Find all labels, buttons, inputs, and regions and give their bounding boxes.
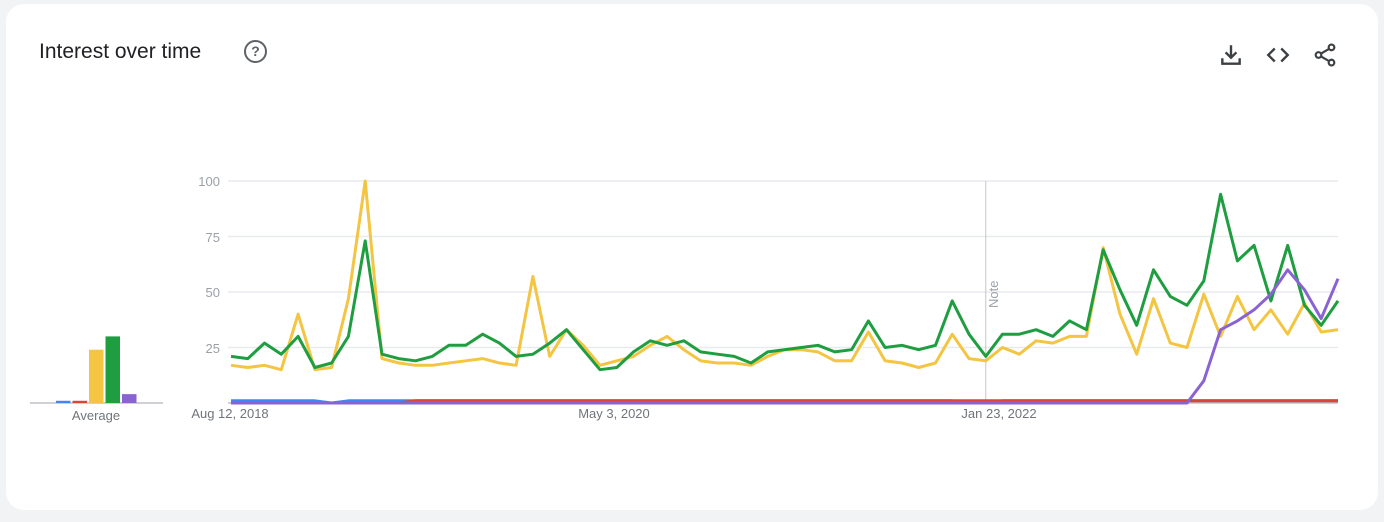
series-line-3	[230, 179, 1339, 372]
download-icon[interactable]	[1218, 42, 1244, 68]
average-bar	[122, 394, 137, 403]
embed-code-icon[interactable]	[1265, 42, 1291, 68]
average-bar	[89, 349, 104, 403]
average-label: Average	[72, 408, 120, 423]
page-title: Interest over time	[39, 40, 202, 63]
series-line-5	[231, 268, 1340, 405]
average-bar	[72, 400, 87, 403]
series-line-2	[231, 399, 1338, 405]
y-tick-100: 100	[198, 174, 220, 189]
series-line-4	[230, 192, 1340, 372]
y-tick-50: 50	[206, 285, 220, 300]
share-icon[interactable]	[1312, 42, 1338, 68]
x-tick-label: May 3, 2020	[578, 406, 650, 421]
interest-over-time-card	[6, 4, 1378, 510]
average-bar	[105, 336, 120, 403]
y-tick-25: 25	[206, 341, 220, 356]
y-tick-75: 75	[206, 230, 220, 245]
help-icon[interactable]: ?	[244, 40, 267, 63]
x-tick-label: Jan 23, 2022	[961, 406, 1036, 421]
note-annotation[interactable]: Note	[986, 281, 1001, 308]
average-bar	[56, 400, 71, 403]
x-tick-label: Aug 12, 2018	[191, 406, 268, 421]
